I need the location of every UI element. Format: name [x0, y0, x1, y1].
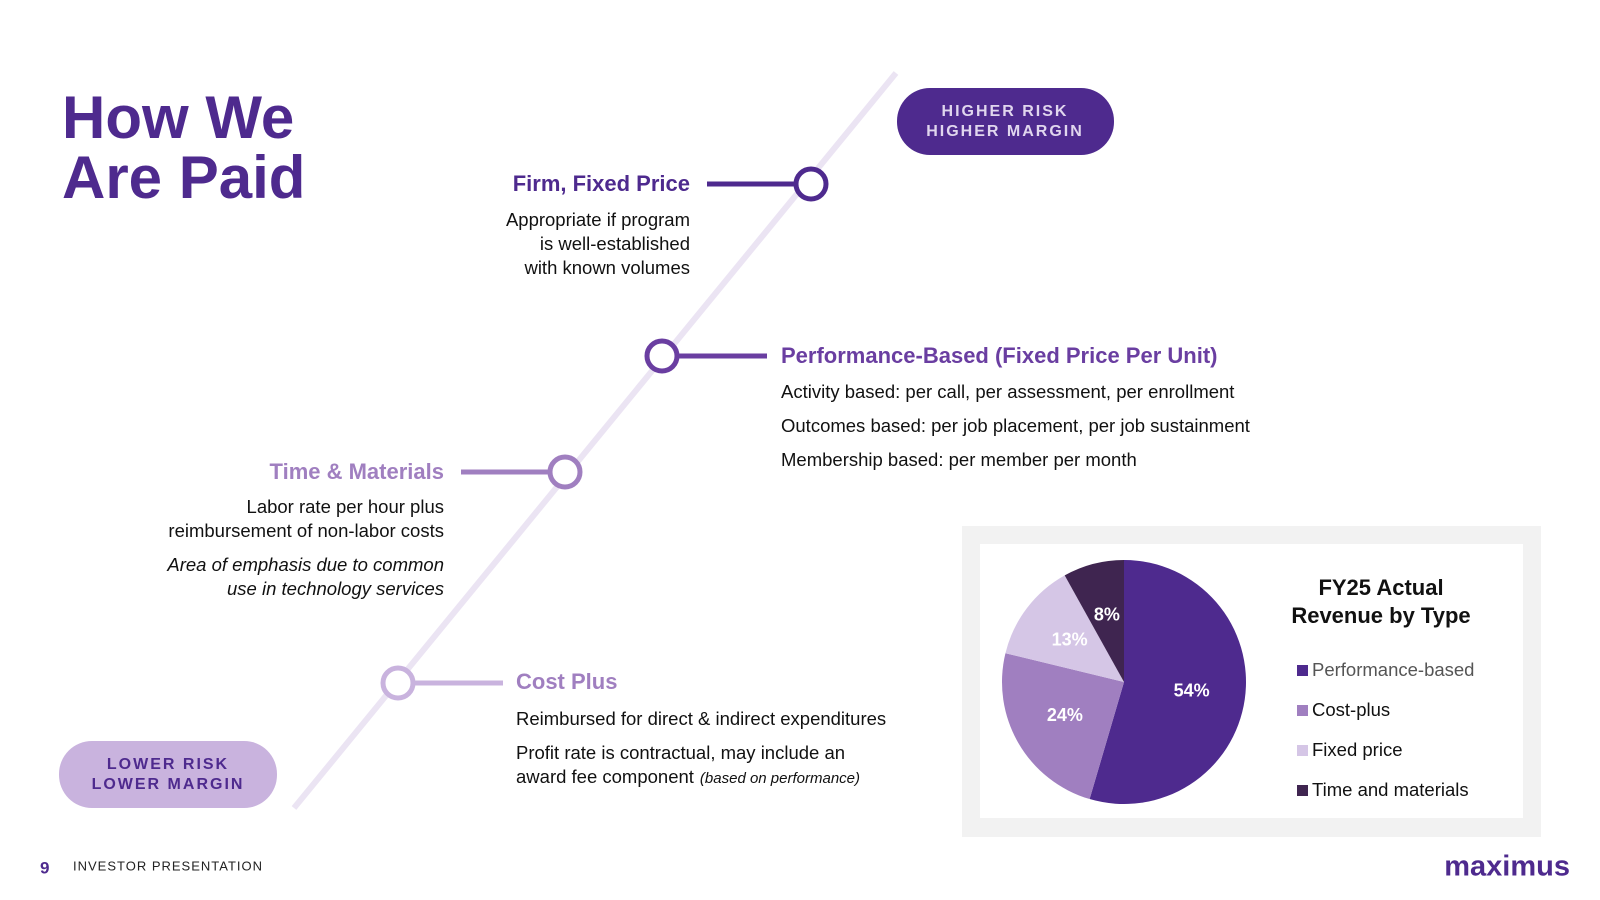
item-title: Performance-Based (Fixed Price Per Unit): [781, 343, 1217, 368]
item-text: reimbursement of non-labor costs: [168, 520, 444, 541]
item-title: Time & Materials: [270, 459, 444, 484]
item-text: Membership based: per member per month: [781, 449, 1137, 470]
chart-title: Revenue by Type: [1291, 603, 1470, 628]
footer-label: INVESTOR PRESENTATION: [73, 858, 263, 873]
page-number: 9: [40, 858, 49, 877]
item-text: award fee component: [516, 766, 694, 787]
badge-text: LOWER MARGIN: [92, 776, 245, 793]
legend-swatch: [1297, 705, 1308, 716]
legend-label: Performance-based: [1312, 659, 1474, 680]
item-text: Labor rate per hour plus: [247, 496, 444, 517]
slice-label: 8%: [1094, 605, 1120, 625]
pie-slice: [1005, 575, 1124, 682]
item-text: is well-established: [540, 233, 690, 254]
pie-chart: 54% 24% 13% 8%: [1001, 560, 1246, 804]
node: [644, 338, 680, 374]
pie-slice: [1089, 560, 1246, 804]
node: [380, 665, 416, 701]
item-text: Appropriate if program: [506, 209, 690, 230]
slice-label: 13%: [1052, 629, 1088, 649]
item-title: Firm, Fixed Price: [513, 171, 690, 196]
item-text: Reimbursed for direct & indirect expendi…: [516, 708, 886, 729]
item-text: Outcomes based: per job placement, per j…: [781, 415, 1250, 436]
badge: [59, 741, 277, 808]
node: [547, 454, 583, 490]
slice-label: 54%: [1174, 680, 1210, 700]
legend-label: Fixed price: [1312, 739, 1402, 760]
badge-text: LOWER RISK: [107, 756, 229, 773]
chart-title: FY25 Actual: [1318, 575, 1443, 600]
item-note: Area of emphasis due to common: [166, 554, 444, 575]
item-aside: (based on performance): [700, 770, 860, 787]
legend-swatch: [1297, 665, 1308, 676]
item-text: Profit rate is contractual, may include …: [516, 742, 845, 763]
legend-swatch: [1297, 745, 1308, 756]
logo: maximus: [1444, 851, 1570, 883]
item-title: Cost Plus: [516, 669, 617, 694]
legend-label: Time and materials: [1312, 779, 1469, 800]
item-text: Activity based: per call, per assessment…: [781, 381, 1234, 402]
slice-label: 24%: [1047, 705, 1083, 725]
title: How We: [62, 84, 294, 151]
badge-text: HIGHER MARGIN: [926, 123, 1084, 140]
badge: [897, 88, 1114, 155]
item-text: with known volumes: [523, 257, 690, 278]
item-note: use in technology services: [227, 578, 444, 599]
pie-slice: [1001, 653, 1124, 800]
legend-label: Cost-plus: [1312, 699, 1390, 720]
pie-slice: [1064, 560, 1124, 682]
legend-swatch: [1297, 785, 1308, 796]
title: Are Paid: [62, 144, 305, 211]
node: [793, 166, 829, 202]
badge-text: HIGHER RISK: [942, 103, 1069, 120]
